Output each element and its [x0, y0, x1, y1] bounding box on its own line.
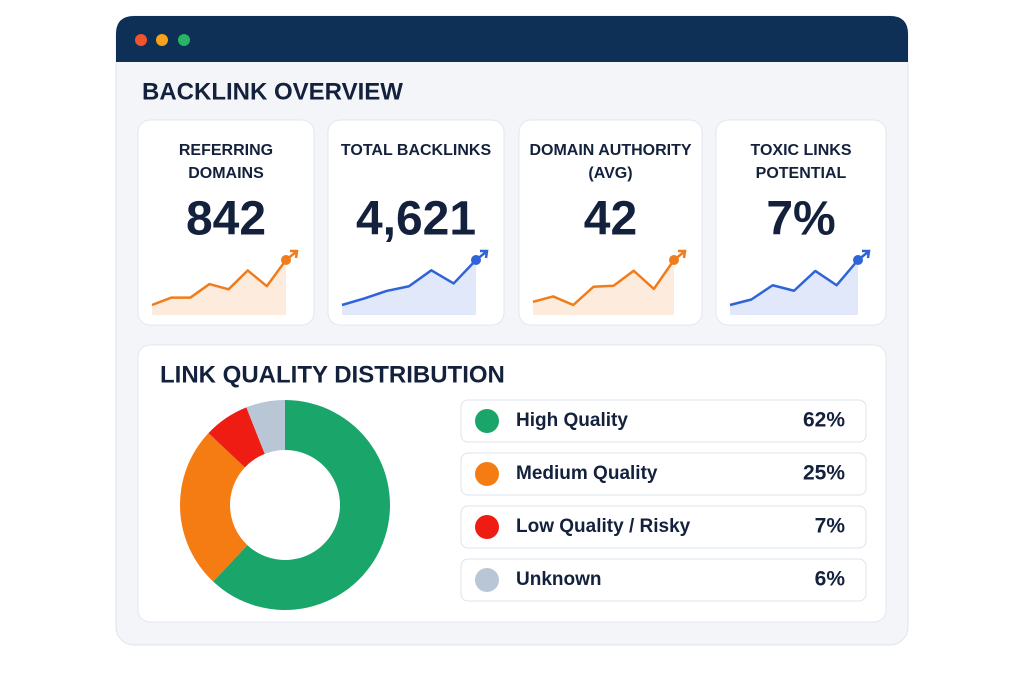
- legend-label: Unknown: [516, 569, 602, 590]
- kpi-value: 42: [584, 193, 637, 246]
- legend-swatch: [475, 409, 499, 433]
- kpi-value: 7%: [766, 193, 835, 246]
- kpi-label: TOTAL BACKLINKS: [341, 142, 492, 159]
- maximize-button[interactable]: [178, 34, 190, 46]
- legend-value: 25%: [803, 462, 845, 485]
- sparkline-end: [853, 255, 863, 265]
- legend-label: Low Quality / Risky: [516, 516, 691, 537]
- legend-value: 6%: [815, 568, 846, 591]
- legend-swatch: [475, 568, 499, 592]
- legend-label: High Quality: [516, 410, 628, 431]
- sparkline-end: [281, 255, 291, 265]
- donut-segment: [246, 400, 285, 454]
- legend-row: [460, 452, 867, 496]
- kpi-card: [518, 119, 703, 326]
- legend-swatch: [475, 462, 499, 486]
- kpi-label: (AVG): [588, 165, 632, 182]
- legend-row: [460, 505, 867, 549]
- kpi-label: TOXIC LINKS: [750, 142, 851, 159]
- sparkline: [151, 259, 288, 307]
- kpi-label: DOMAIN AUTHORITY: [529, 142, 691, 159]
- sparkline: [729, 259, 859, 307]
- kpi-label: REFERRING: [179, 142, 273, 159]
- page-title: BACKLINK OVERVIEW: [142, 78, 403, 105]
- minimize-button[interactable]: [156, 34, 168, 46]
- kpi-value: 4,621: [356, 193, 476, 246]
- donut-segment: [213, 400, 391, 610]
- legend-row: [460, 558, 867, 602]
- kpi-card: [715, 119, 887, 326]
- sparkline: [341, 259, 477, 307]
- legend-row: [460, 399, 867, 443]
- sparkline: [532, 259, 676, 307]
- close-button[interactable]: [135, 34, 147, 46]
- title-bar: [116, 16, 908, 62]
- kpi-card: [137, 119, 315, 326]
- legend-swatch: [475, 515, 499, 539]
- sparkline-end: [669, 255, 679, 265]
- kpi-label: POTENTIAL: [756, 165, 847, 182]
- kpi-card: [327, 119, 505, 326]
- kpi-label: DOMAINS: [188, 165, 264, 182]
- donut-segment: [208, 407, 265, 468]
- legend-label: Medium Quality: [516, 463, 658, 484]
- kpi-value: 842: [186, 193, 266, 246]
- legend-value: 62%: [803, 409, 845, 432]
- sparkline-area: [730, 260, 858, 315]
- legend-value: 7%: [815, 515, 846, 538]
- distribution-title: LINK QUALITY DISTRIBUTION: [160, 361, 505, 388]
- donut-segment: [180, 433, 248, 582]
- sparkline-end: [471, 255, 481, 265]
